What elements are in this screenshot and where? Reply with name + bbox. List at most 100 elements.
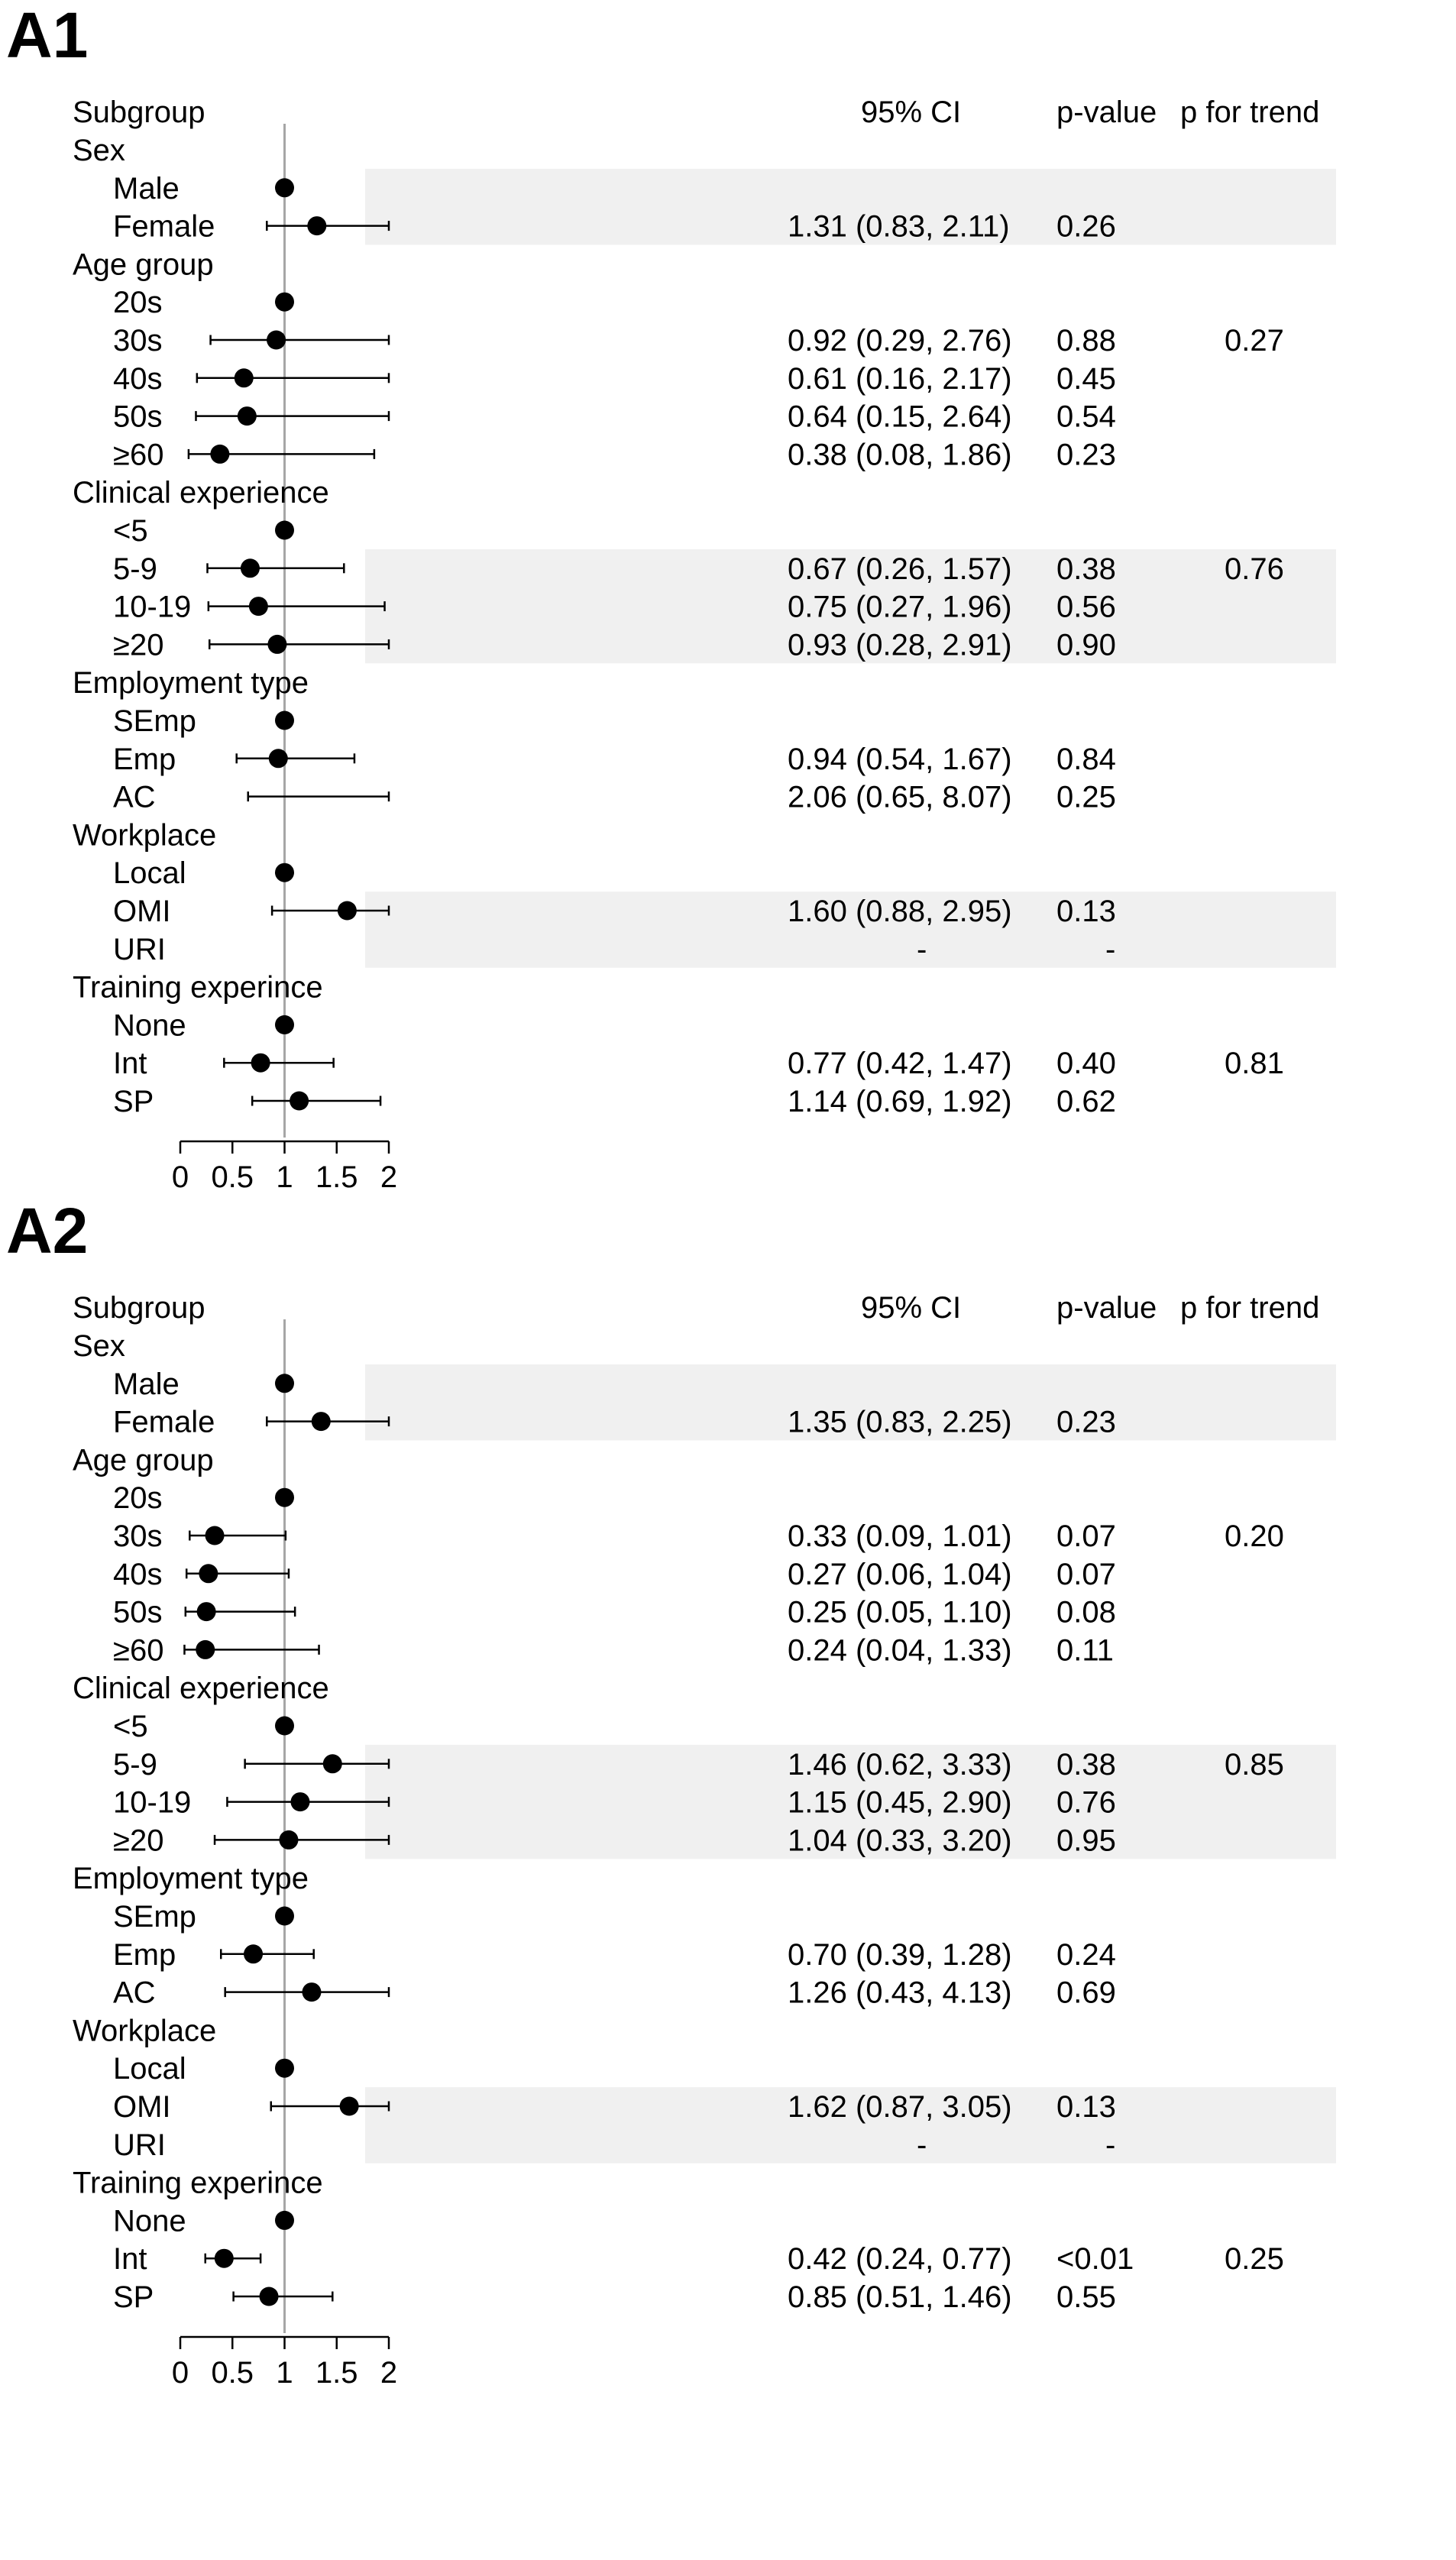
group-heading: Training experince xyxy=(73,971,323,1005)
subgroup-label: 20s xyxy=(113,1481,163,1515)
shaded-row-band xyxy=(365,168,1336,245)
subgroup-label: Emp xyxy=(113,743,176,776)
subgroup-label: Int xyxy=(113,2242,147,2276)
subgroup-label: URI xyxy=(113,2128,166,2162)
p-value-text: 0.84 xyxy=(1056,743,1116,776)
point-estimate xyxy=(290,1091,309,1111)
p-value-text: 0.69 xyxy=(1056,1976,1116,2010)
point-estimate xyxy=(268,749,288,769)
ci-text: 0.85 (0.51, 1.46) xyxy=(788,2280,1012,2314)
point-estimate xyxy=(196,1602,216,1622)
point-estimate xyxy=(275,2058,294,2078)
point-estimate xyxy=(275,863,294,882)
p-value-text: - xyxy=(1105,2128,1115,2162)
header-p-for-trend: p for trend xyxy=(1180,95,1319,129)
point-estimate xyxy=(214,2248,234,2268)
subgroup-label: 30s xyxy=(113,324,163,358)
p-value-text: 0.25 xyxy=(1056,781,1116,814)
subgroup-label: 50s xyxy=(113,1596,163,1630)
x-tick-label: 0 xyxy=(172,1160,189,1194)
p-for-trend-text: 0.27 xyxy=(1225,324,1284,358)
p-value-text: 0.26 xyxy=(1056,210,1116,244)
point-estimate xyxy=(199,1564,218,1584)
subgroup-label: ≥20 xyxy=(113,1824,163,1857)
point-estimate xyxy=(275,292,294,312)
ci-text: 0.70 (0.39, 1.28) xyxy=(788,1938,1012,1972)
point-estimate xyxy=(275,520,294,540)
p-value-text: 0.38 xyxy=(1056,1748,1116,1782)
p-value-text: 0.11 xyxy=(1056,1633,1114,1667)
ci-text: 0.27 (0.06, 1.04) xyxy=(788,1558,1012,1591)
ci-text: 0.42 (0.24, 0.77) xyxy=(788,2242,1012,2276)
forest-panel-a1: A1 Subgroup 95% CI p-value p for trend Sex Mal… xyxy=(6,0,1336,1194)
point-estimate xyxy=(275,1015,294,1034)
ci-text: 1.15 (0.45, 2.90) xyxy=(788,1786,1012,1820)
group-heading: Training experince xyxy=(73,2167,323,2200)
point-estimate xyxy=(311,1412,331,1432)
point-estimate xyxy=(275,710,294,730)
header-95-ci: 95% CI xyxy=(861,95,961,129)
subgroup-label: 40s xyxy=(113,362,163,396)
p-value-text: 0.45 xyxy=(1056,362,1116,396)
subgroup-label: Int xyxy=(113,1047,147,1080)
p-value-text: 0.13 xyxy=(1056,895,1116,928)
point-estimate xyxy=(244,1944,264,1964)
point-estimate xyxy=(240,558,260,578)
p-value-text: 0.08 xyxy=(1056,1596,1116,1630)
header-95-ci: 95% CI xyxy=(861,1291,961,1325)
point-estimate xyxy=(196,1639,215,1659)
shaded-row-band xyxy=(365,549,1336,664)
header-subgroup: Subgroup xyxy=(73,1291,205,1325)
p-value-text: 0.88 xyxy=(1056,324,1116,358)
ci-text: 1.62 (0.87, 3.05) xyxy=(788,2090,1012,2124)
p-for-trend-text: 0.25 xyxy=(1225,2242,1284,2276)
ci-text: 1.14 (0.69, 1.92) xyxy=(788,1085,1012,1118)
group-heading: Workplace xyxy=(73,2014,216,2047)
subgroup-label: URI xyxy=(113,933,166,966)
shaded-row-band xyxy=(365,1744,1336,1859)
subgroup-label: 30s xyxy=(113,1519,163,1553)
p-value-text: 0.07 xyxy=(1056,1558,1116,1591)
point-estimate xyxy=(339,2096,359,2116)
x-tick-label: 1 xyxy=(276,2356,293,2390)
point-estimate xyxy=(275,1716,294,1736)
point-estimate xyxy=(302,1982,322,2002)
p-for-trend-text: 0.85 xyxy=(1225,1748,1284,1782)
subgroup-label: ≥20 xyxy=(113,628,163,662)
x-tick-label: 1.5 xyxy=(315,2356,358,2390)
ci-text: 0.92 (0.29, 2.76) xyxy=(788,324,1012,358)
point-estimate xyxy=(290,1792,310,1812)
x-tick-label: 0 xyxy=(172,2356,189,2390)
subgroup-label: ≥60 xyxy=(113,1633,163,1667)
x-tick-label: 1.5 xyxy=(315,1160,358,1194)
p-value-text: 0.76 xyxy=(1056,1786,1116,1820)
point-estimate xyxy=(307,216,327,236)
p-value-text: 0.54 xyxy=(1056,400,1116,434)
p-value-text: 0.95 xyxy=(1056,1824,1116,1857)
point-estimate xyxy=(210,444,230,464)
point-estimate xyxy=(267,330,286,350)
subgroup-label: 5-9 xyxy=(113,552,157,586)
shaded-row-band xyxy=(365,1364,1336,1441)
header-p-value: p-value xyxy=(1056,95,1157,129)
ci-text: - xyxy=(917,2128,927,2162)
p-for-trend-text: 0.81 xyxy=(1225,1047,1284,1080)
ci-text: 0.64 (0.15, 2.64) xyxy=(788,400,1012,434)
point-estimate xyxy=(267,634,287,654)
point-estimate xyxy=(275,2210,294,2230)
ci-text: 0.25 (0.05, 1.10) xyxy=(788,1596,1012,1630)
header-subgroup: Subgroup xyxy=(73,95,205,129)
ci-text: 0.67 (0.26, 1.57) xyxy=(788,552,1012,586)
point-estimate xyxy=(234,368,254,388)
p-value-text: - xyxy=(1105,933,1115,966)
subgroup-label: Local xyxy=(113,856,186,890)
ci-text: 0.24 (0.04, 1.33) xyxy=(788,1633,1012,1667)
ci-text: 0.61 (0.16, 2.17) xyxy=(788,362,1012,396)
p-value-text: 0.23 xyxy=(1056,1406,1116,1439)
p-value-text: 0.56 xyxy=(1056,591,1116,624)
header-p-value: p-value xyxy=(1056,1291,1157,1325)
subgroup-label: 5-9 xyxy=(113,1748,157,1782)
p-value-text: 0.23 xyxy=(1056,438,1116,471)
group-heading: Clinical experience xyxy=(73,1672,329,1705)
